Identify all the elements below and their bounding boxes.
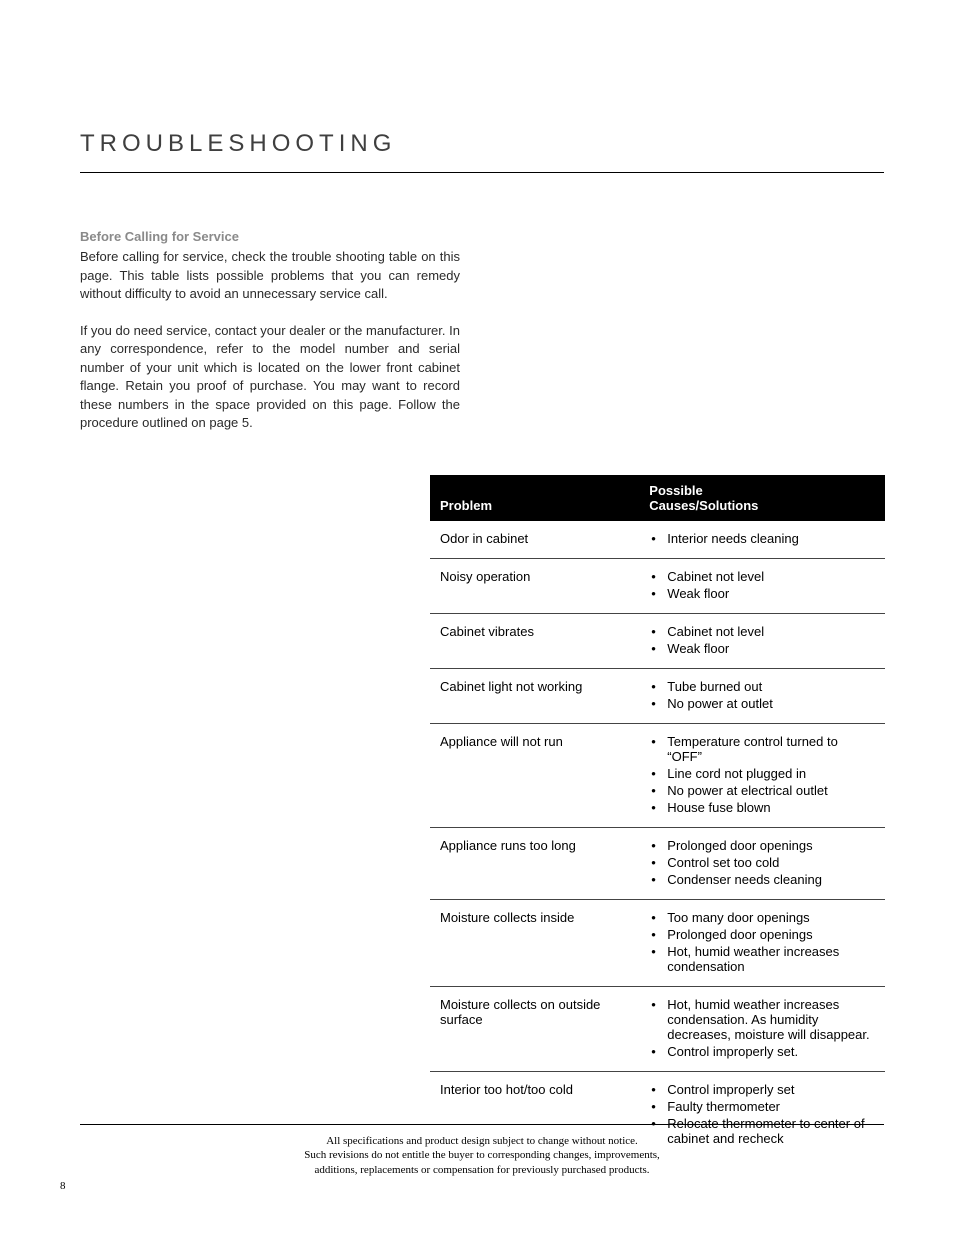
table-row: Moisture collects insideToo many door op… — [430, 900, 885, 987]
cell-problem: Appliance will not run — [430, 724, 639, 828]
cause-item: Temperature control turned to “OFF” — [667, 734, 875, 764]
cause-list: Temperature control turned to “OFF” Line … — [649, 734, 875, 815]
cause-item: Control improperly set — [667, 1082, 875, 1097]
cause-item: Prolonged door openings — [667, 927, 875, 942]
cause-item: No power at outlet — [667, 696, 875, 711]
cause-item: Interior needs cleaning — [667, 531, 875, 546]
table-row: Appliance will not runTemperature contro… — [430, 724, 885, 828]
table-row: Appliance runs too longProlonged door op… — [430, 828, 885, 900]
intro-column: Before Calling for Service Before callin… — [80, 228, 460, 433]
table-row: Cabinet light not working Tube burned out… — [430, 669, 885, 724]
col-header-problem: Problem — [430, 475, 639, 521]
footnote-line-1: All specifications and product design su… — [326, 1135, 638, 1147]
cause-item: Hot, humid weather increases condensatio… — [667, 944, 875, 974]
cause-item: Control set too cold — [667, 855, 875, 870]
table-row: Noisy operation Cabinet not level Weak flo… — [430, 559, 885, 614]
table-body: Odor in cabinet Interior needs cleaning No… — [430, 521, 885, 1158]
footnote-line-2: Such revisions do not entitle the buyer … — [304, 1149, 660, 1161]
title-rule — [80, 172, 884, 173]
cell-problem: Cabinet vibrates — [430, 614, 639, 669]
cell-causes: Interior needs cleaning — [639, 521, 885, 559]
table-row: Cabinet vibrates Cabinet not level Weak fl… — [430, 614, 885, 669]
cell-causes: Too many door openings Prolonged door ope… — [639, 900, 885, 987]
cause-item: Control improperly set. — [667, 1044, 875, 1059]
cause-item: Prolonged door openings — [667, 838, 875, 853]
cell-problem: Cabinet light not working — [430, 669, 639, 724]
table-row: Moisture collects on outside surface Hot,… — [430, 987, 885, 1072]
cause-list: Prolonged door openings Control set too c… — [649, 838, 875, 887]
cause-item: Cabinet not level — [667, 569, 875, 584]
cause-list: Hot, humid weather increases condensatio… — [649, 997, 875, 1059]
cause-item: Cabinet not level — [667, 624, 875, 639]
col-header-causes-line2: Causes/Solutions — [649, 498, 758, 513]
cause-list: Cabinet not level Weak floor — [649, 569, 875, 601]
table-header-row: Problem Possible Causes/Solutions — [430, 475, 885, 521]
cell-causes: Prolonged door openings Control set too c… — [639, 828, 885, 900]
cell-problem: Odor in cabinet — [430, 521, 639, 559]
cell-problem: Moisture collects on outside surface — [430, 987, 639, 1072]
cause-item: No power at electrical outlet — [667, 783, 875, 798]
page: TROUBLESHOOTING Before Calling for Servi… — [0, 0, 954, 1235]
cause-item: Too many door openings — [667, 910, 875, 925]
intro-para-2: If you do need service, contact your dea… — [80, 322, 460, 433]
cause-item: Hot, humid weather increases condensatio… — [667, 997, 875, 1042]
cause-list: Interior needs cleaning — [649, 531, 875, 546]
footer-rule — [80, 1124, 884, 1125]
cause-item: Line cord not plugged in — [667, 766, 875, 781]
cell-problem: Appliance runs too long — [430, 828, 639, 900]
cell-problem: Noisy operation — [430, 559, 639, 614]
cause-item: Tube burned out — [667, 679, 875, 694]
cell-causes: Cabinet not level Weak floor — [639, 559, 885, 614]
cause-list: Tube burned out No power at outlet — [649, 679, 875, 711]
cause-item: House fuse blown — [667, 800, 875, 815]
cause-item: Weak floor — [667, 586, 875, 601]
cause-item: Condenser needs cleaning — [667, 872, 875, 887]
cause-list: Cabinet not level Weak floor — [649, 624, 875, 656]
page-number: 8 — [60, 1180, 66, 1192]
troubleshooting-table: Problem Possible Causes/Solutions Odor i… — [430, 475, 885, 1158]
cell-causes: Temperature control turned to “OFF” Line … — [639, 724, 885, 828]
cell-problem: Moisture collects inside — [430, 900, 639, 987]
intro-subhead: Before Calling for Service — [80, 228, 460, 246]
cause-list: Too many door openings Prolonged door ope… — [649, 910, 875, 974]
section-title: TROUBLESHOOTING — [80, 130, 884, 158]
footnote: All specifications and product design su… — [80, 1134, 884, 1177]
cause-item: Weak floor — [667, 641, 875, 656]
cell-causes: Hot, humid weather increases condensatio… — [639, 987, 885, 1072]
col-header-causes-line1: Possible — [649, 483, 702, 498]
table-row: Odor in cabinet Interior needs cleaning — [430, 521, 885, 559]
cell-causes: Tube burned out No power at outlet — [639, 669, 885, 724]
cell-causes: Cabinet not level Weak floor — [639, 614, 885, 669]
footnote-line-3: additions, replacements or compensation … — [314, 1164, 649, 1176]
intro-para-1: Before calling for service, check the tr… — [80, 248, 460, 303]
col-header-causes: Possible Causes/Solutions — [639, 475, 885, 521]
cause-item: Faulty thermometer — [667, 1099, 875, 1114]
